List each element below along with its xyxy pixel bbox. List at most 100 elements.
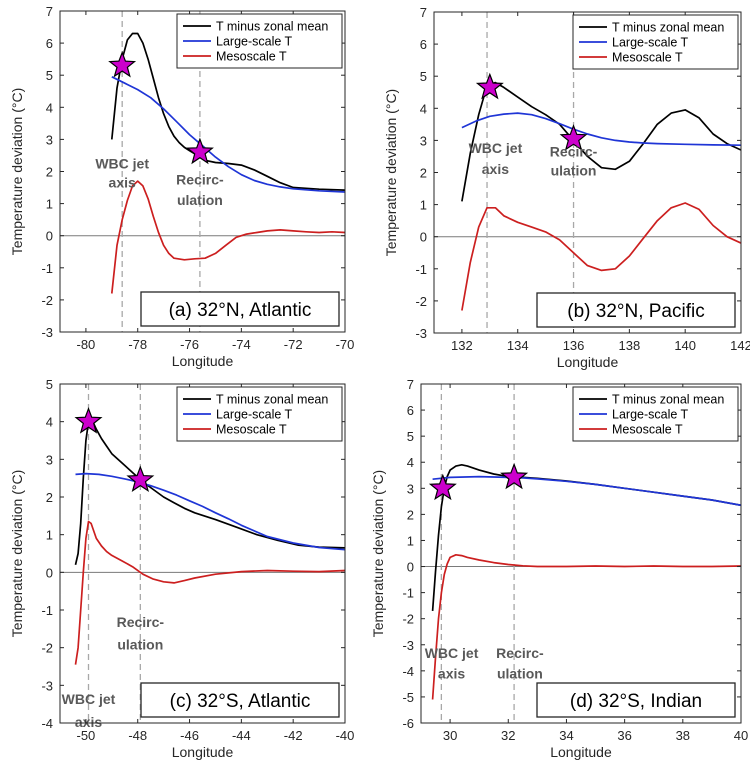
y-tick-label: 1 — [46, 528, 53, 543]
y-tick-label: 0 — [46, 565, 53, 580]
legend-entry: T minus zonal mean — [216, 393, 328, 407]
x-tick-label: 32 — [501, 728, 515, 743]
x-tick-label: -42 — [284, 728, 303, 743]
y-tick-label: 5 — [46, 377, 53, 392]
legend-entry: Mesoscale T — [216, 423, 287, 437]
annotation-label: axis — [482, 161, 509, 177]
x-tick-label: 134 — [507, 338, 529, 353]
y-tick-label: 4 — [46, 415, 53, 430]
panel-label: (b) 32°N, Pacific — [567, 301, 704, 322]
annotation-label: axis — [109, 175, 136, 191]
y-tick-label: 3 — [407, 481, 414, 496]
y-tick-label: 7 — [46, 4, 53, 19]
legend-entry: Large-scale T — [216, 35, 293, 49]
y-tick-label: 3 — [46, 132, 53, 147]
series-line-mesoscale-t — [112, 181, 345, 293]
x-tick-label: 142 — [730, 338, 750, 353]
series-line-mesoscale-t — [76, 522, 346, 665]
y-tick-label: 5 — [420, 69, 427, 84]
series-line-large-scale-t — [433, 477, 741, 506]
y-tick-label: -3 — [41, 325, 53, 340]
legend-entry: Large-scale T — [612, 36, 689, 50]
x-tick-label: -76 — [180, 337, 199, 352]
legend-entry: Large-scale T — [612, 408, 689, 422]
y-tick-label: -1 — [402, 586, 414, 601]
series-line-mesoscale-t — [433, 555, 741, 700]
annotation-label: WBC jet — [469, 140, 523, 156]
y-tick-label: -3 — [41, 678, 53, 693]
x-tick-label: 36 — [617, 728, 631, 743]
y-tick-label: -5 — [402, 690, 414, 705]
y-tick-label: 7 — [407, 377, 414, 392]
y-tick-label: -4 — [41, 716, 53, 731]
y-tick-label: 2 — [407, 507, 414, 522]
y-tick-label: 7 — [420, 5, 427, 20]
y-tick-label: 4 — [46, 100, 53, 115]
y-tick-label: -2 — [41, 641, 53, 656]
annotation-label: ulation — [117, 637, 163, 653]
x-tick-label: -46 — [180, 728, 199, 743]
x-axis-label: Longitude — [172, 744, 234, 760]
y-tick-label: 0 — [420, 230, 427, 245]
legend-entry: Mesoscale T — [216, 50, 287, 64]
series-line-large-scale-t — [112, 77, 345, 192]
annotation-label: ulation — [551, 163, 597, 179]
y-axis-label: Temperature deviation (°C) — [370, 470, 386, 637]
x-axis-label: Longitude — [550, 744, 612, 760]
y-axis-label: Temperature deviation (°C) — [9, 470, 25, 637]
x-tick-label: 138 — [619, 338, 641, 353]
y-tick-label: 4 — [407, 455, 414, 470]
y-tick-label: 5 — [407, 429, 414, 444]
legend-entry: T minus zonal mean — [612, 21, 724, 35]
panel-label: (a) 32°N, Atlantic — [169, 300, 312, 321]
star-marker — [188, 139, 213, 163]
x-tick-label: -74 — [232, 337, 251, 352]
series-group — [462, 83, 741, 311]
x-tick-label: 132 — [451, 338, 473, 353]
y-tick-label: 2 — [46, 490, 53, 505]
y-tick-label: -2 — [402, 612, 414, 627]
y-axis-label: Temperature deviation (°C) — [383, 89, 399, 256]
y-tick-label: 5 — [46, 68, 53, 83]
x-tick-label: 34 — [559, 728, 573, 743]
y-tick-label: 1 — [420, 198, 427, 213]
annotation-label: Recirc- — [176, 171, 224, 187]
y-tick-label: 2 — [46, 165, 53, 180]
series-group — [433, 465, 741, 700]
panel-label: (d) 32°S, Indian — [570, 691, 702, 712]
x-tick-label: 136 — [563, 338, 585, 353]
panel-3: Recirc-ulationWBC jetaxis-50 -48 -46 -44 -42… — [9, 377, 354, 760]
y-tick-label: 6 — [420, 37, 427, 52]
annotation-label: Recirc- — [496, 645, 544, 661]
x-tick-label: -48 — [128, 728, 147, 743]
y-tick-label: -3 — [415, 326, 427, 341]
y-axis-label: Temperature deviation (°C) — [9, 88, 25, 255]
x-tick-label: 140 — [674, 338, 696, 353]
annotation-label: WBC jet — [95, 155, 149, 171]
y-tick-label: 2 — [420, 166, 427, 181]
y-tick-label: 3 — [420, 133, 427, 148]
x-tick-label: -80 — [77, 337, 96, 352]
x-tick-label: 38 — [676, 728, 690, 743]
x-tick-label: 30 — [443, 728, 457, 743]
y-tick-label: 1 — [46, 197, 53, 212]
y-tick-label: 3 — [46, 452, 53, 467]
annotation-label: ulation — [177, 192, 223, 208]
legend-entry: T minus zonal mean — [216, 20, 328, 34]
y-tick-label: -1 — [41, 603, 53, 618]
annotation-label: WBC jet — [425, 645, 479, 661]
legend-entry: Mesoscale T — [612, 423, 683, 437]
series-line-t-minus-zonal-mean — [433, 465, 741, 611]
legend-entry: T minus zonal mean — [612, 393, 724, 407]
y-tick-label: 0 — [407, 560, 414, 575]
annotation-label: Recirc- — [117, 614, 165, 630]
y-tick-label: 4 — [420, 101, 427, 116]
y-tick-label: 0 — [46, 229, 53, 244]
series-line-large-scale-t — [76, 474, 346, 550]
